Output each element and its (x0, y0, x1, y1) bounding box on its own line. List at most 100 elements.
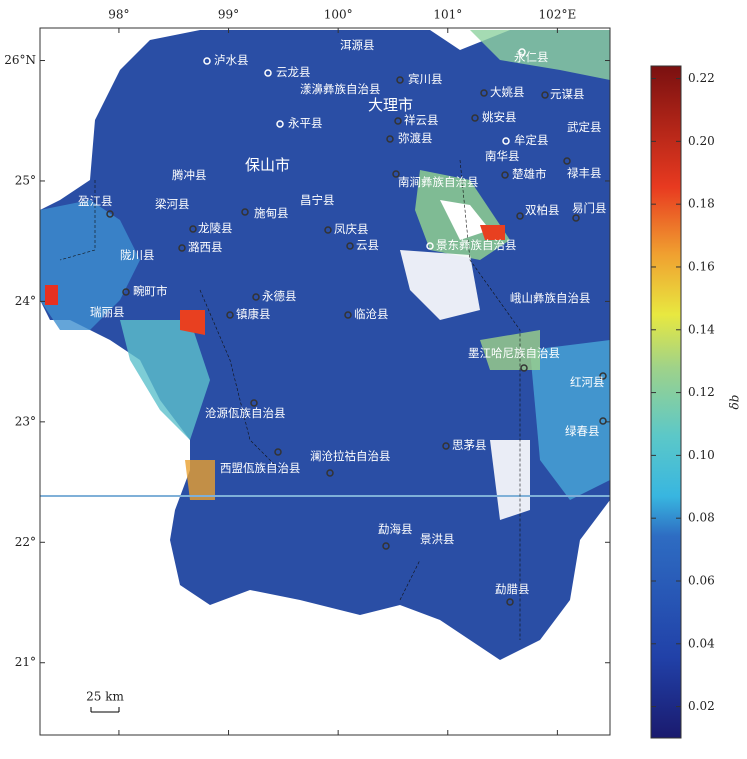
place-label: 宾川县 (408, 72, 443, 86)
place-marker (178, 244, 186, 252)
place-label: 施甸县 (254, 206, 289, 220)
place-label: 红河县 (570, 375, 605, 389)
place-label: 景东彝族自治县 (436, 238, 517, 252)
place-label: 昌宁县 (300, 193, 335, 207)
place-label: 绿春县 (565, 424, 600, 438)
place-label: 泸水县 (214, 53, 249, 67)
place-label: 洱源县 (340, 38, 375, 52)
place-marker (480, 89, 488, 97)
place-marker (344, 311, 352, 319)
lat-tick-label: 23° (15, 414, 36, 428)
place-label: 墨江哈尼族自治县 (468, 346, 560, 360)
place-marker (572, 214, 580, 222)
place-marker (276, 120, 284, 128)
place-label: 保山市 (245, 156, 290, 174)
place-label: 腾冲县 (172, 168, 207, 182)
place-label: 大姚县 (490, 85, 525, 99)
place-label: 梁河县 (155, 197, 190, 211)
place-label: 姚安县 (482, 110, 517, 124)
lon-tick-label: 98° (108, 8, 129, 22)
colorbar-tick-label: 0.10 (688, 448, 715, 462)
lon-tick-label: 99° (218, 8, 239, 22)
place-marker (203, 57, 211, 65)
colorbar (650, 65, 682, 739)
place-marker (471, 114, 479, 122)
place-marker (506, 598, 514, 606)
place-label: 镇康县 (236, 307, 271, 321)
scale-label: 25 km (86, 690, 124, 704)
place-label: 漾濞彝族自治县 (300, 82, 381, 96)
colorbar-tick-label: 0.22 (688, 71, 715, 85)
place-marker (326, 469, 334, 477)
place-marker (324, 226, 332, 234)
place-marker (189, 225, 197, 233)
place-label: 潞西县 (188, 240, 223, 254)
place-label: 景洪县 (420, 532, 455, 546)
place-label: 云县 (356, 238, 379, 252)
place-label: 弥渡县 (398, 131, 433, 145)
lat-tick-label: 22° (15, 535, 36, 549)
place-label: 沧源佤族自治县 (205, 406, 286, 420)
place-marker (599, 417, 607, 425)
place-label: 陇川县 (120, 248, 155, 262)
place-marker (226, 311, 234, 319)
colorbar-tick-label: 0.12 (688, 385, 715, 399)
place-label: 武定县 (567, 120, 602, 134)
place-label: 祥云县 (404, 113, 439, 127)
place-label: 云龙县 (276, 65, 311, 79)
lon-tick-label: 100° (324, 8, 353, 22)
place-marker (442, 442, 450, 450)
place-label: 永德县 (262, 289, 297, 303)
place-label: 牟定县 (514, 133, 549, 147)
place-marker (386, 135, 394, 143)
place-label: 思茅县 (452, 438, 487, 452)
place-label: 楚雄市 (512, 167, 547, 181)
place-label: 禄丰县 (567, 166, 602, 180)
place-marker (563, 157, 571, 165)
place-marker (274, 448, 282, 456)
place-label: 勐腊县 (495, 582, 530, 596)
place-label: 盈江县 (78, 194, 113, 208)
colorbar-tick-label: 0.16 (688, 259, 715, 273)
place-marker (241, 208, 249, 216)
place-marker (502, 137, 510, 145)
raster (40, 30, 610, 660)
place-label: 峨山彝族自治县 (510, 291, 591, 305)
place-label: 瑞丽县 (90, 305, 125, 319)
place-label: 临沧县 (354, 307, 389, 321)
colorbar-tick-label: 0.14 (688, 322, 715, 336)
place-label: 凤庆县 (334, 222, 369, 236)
place-marker (501, 171, 509, 179)
colorbar-tick-label: 0.18 (688, 197, 715, 211)
place-marker (396, 76, 404, 84)
colorbar-tick-label: 0.08 (688, 511, 715, 525)
place-label: 永仁县 (514, 50, 549, 64)
place-label: 易门县 (572, 201, 607, 215)
colorbar-label: δb (728, 395, 742, 410)
place-label: 南涧彝族自治县 (398, 175, 479, 189)
place-marker (516, 212, 524, 220)
lon-tick-label: 102°E (539, 8, 577, 22)
place-marker (122, 288, 130, 296)
place-marker (392, 170, 400, 178)
place-label: 元谋县 (550, 87, 585, 101)
place-label: 勐海县 (378, 522, 413, 536)
place-marker (346, 242, 354, 250)
place-label: 龙陵县 (198, 221, 233, 235)
lat-tick-label: 21° (15, 655, 36, 669)
place-marker (541, 91, 549, 99)
place-label: 西盟佤族自治县 (220, 461, 301, 475)
colorbar-tick-label: 0.04 (688, 636, 715, 650)
place-marker (252, 293, 260, 301)
place-marker (382, 542, 390, 550)
lon-tick-label: 101° (433, 8, 462, 22)
place-marker (106, 210, 114, 218)
colorbar-tick-label: 0.02 (688, 699, 715, 713)
place-marker (426, 242, 434, 250)
map-frame (39, 27, 611, 736)
colorbar-tick-label: 0.06 (688, 573, 715, 587)
place-marker (394, 117, 402, 125)
place-label: 南华县 (485, 149, 520, 163)
place-marker (264, 69, 272, 77)
